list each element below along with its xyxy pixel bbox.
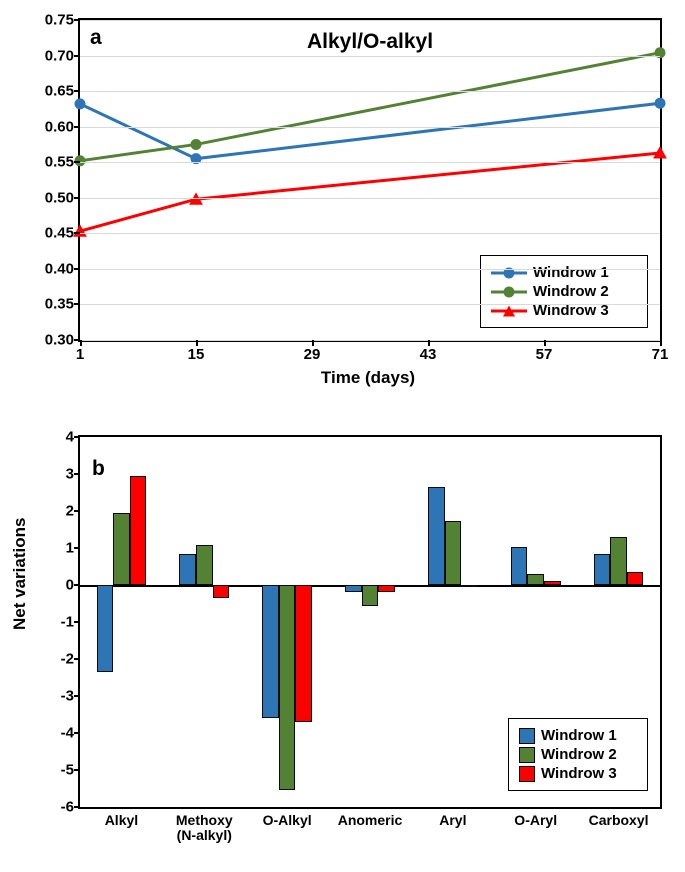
bar [527,574,544,585]
gridline [80,162,660,163]
y-tick-label: 0.75 [45,12,80,29]
panel-a-legend: Windrow 1Windrow 2Windrow 3 [480,255,648,328]
gridline [80,198,660,199]
legend-row: Windrow 3 [519,765,637,782]
bar [362,585,379,606]
panel-a-plot-area: a Alkyl/O-alkyl Windrow 1Windrow 2Windro… [78,18,662,342]
y-tick-label: 2 [66,503,80,520]
legend-row: Windrow 2 [491,283,637,300]
x-tick-label: 29 [304,340,321,363]
legend-row: Windrow 1 [519,727,637,744]
legend-swatch-icon [519,747,535,763]
y-tick-label: 0.40 [45,260,80,277]
legend-label: Windrow 3 [541,765,617,782]
legend-row: Windrow 1 [491,264,637,281]
x-tick-label: 71 [652,340,669,363]
category-label: Alkyl [105,807,138,828]
legend-marker-icon [491,304,527,318]
x-tick-label: 15 [188,340,205,363]
bar [279,585,296,790]
bar [130,476,147,585]
category-label: O-Aryl [514,807,557,828]
y-tick-label: 0.60 [45,118,80,135]
y-tick-label: -5 [61,762,80,779]
gridline [80,304,660,305]
legend-label: Windrow 2 [541,746,617,763]
gridline [80,91,660,92]
category-label: Aryl [439,807,466,828]
x-tick-label: 1 [76,340,84,363]
category-label: Methoxy(N-alkyl) [176,807,233,844]
legend-label: Windrow 1 [541,727,617,744]
x-tick-label: 43 [420,340,437,363]
panel-b: b Windrow 1 Windrow 2 Windrow 3 -6 -5 -4 -3 -2… [0,425,685,865]
bar [594,554,611,585]
panel-b-legend: Windrow 1 Windrow 2 Windrow 3 [508,718,648,791]
bar [196,545,213,585]
gridline [80,127,660,128]
bar [262,585,279,718]
legend-marker-icon [491,285,527,299]
bar [610,537,627,585]
panel-a-x-axis-title: Time (days) [321,368,415,388]
y-tick-label: -1 [61,614,80,631]
bar [113,513,130,585]
y-tick-label: 1 [66,540,80,557]
bar [544,581,561,585]
panel-b-plot-area: b Windrow 1Windrow 2Windrow 3 -6-5-4-3-2… [78,435,662,809]
page: a Alkyl/O-alkyl Windrow 1Windrow 2Windro… [0,0,685,872]
legend-marker-icon [491,266,527,280]
y-tick-label: 0.55 [45,154,80,171]
series-line [80,153,660,231]
y-tick-label: 3 [66,466,80,483]
y-tick-label: -3 [61,688,80,705]
bar [445,521,462,585]
marker-circle-icon [655,98,666,109]
marker-circle-icon [655,47,666,58]
panel-b-letter: b [92,457,105,481]
legend-label: Windrow 2 [533,283,609,300]
gridline [80,269,660,270]
bar [378,585,395,592]
category-label: Carboxyl [589,807,649,828]
marker-circle-icon [75,98,86,109]
gridline [80,56,660,57]
y-tick-label: -2 [61,651,80,668]
bar [295,585,312,722]
category-label: O-Alkyl [263,807,312,828]
legend-row: Windrow 2 [519,746,637,763]
legend-swatch-icon [519,766,535,782]
y-tick-label: 0.30 [45,332,80,349]
legend-swatch-icon [519,728,535,744]
y-tick-label: 0.70 [45,47,80,64]
y-tick-label: -4 [61,725,80,742]
legend-label: Windrow 1 [533,264,609,281]
y-tick-label: 0 [66,577,80,594]
y-tick-label: 0.50 [45,189,80,206]
gridline [80,20,660,21]
bar [345,585,362,592]
y-tick-label: 0.45 [45,225,80,242]
y-tick-label: 4 [66,429,80,446]
category-label: Anomeric [338,807,403,828]
bar [213,585,230,598]
gridline [80,340,660,341]
y-tick-label: 0.65 [45,83,80,100]
panel-a: a Alkyl/O-alkyl Windrow 1Windrow 2Windro… [0,0,685,410]
bar [179,554,196,585]
bar [461,585,478,587]
bar [511,547,528,585]
bar [97,585,114,672]
marker-circle-icon [191,139,202,150]
gridline [80,233,660,234]
x-tick-label: 57 [536,340,553,363]
bar [627,572,644,585]
bar [428,487,445,585]
y-tick-label: 0.35 [45,296,80,313]
y-tick-label: -6 [61,799,80,816]
